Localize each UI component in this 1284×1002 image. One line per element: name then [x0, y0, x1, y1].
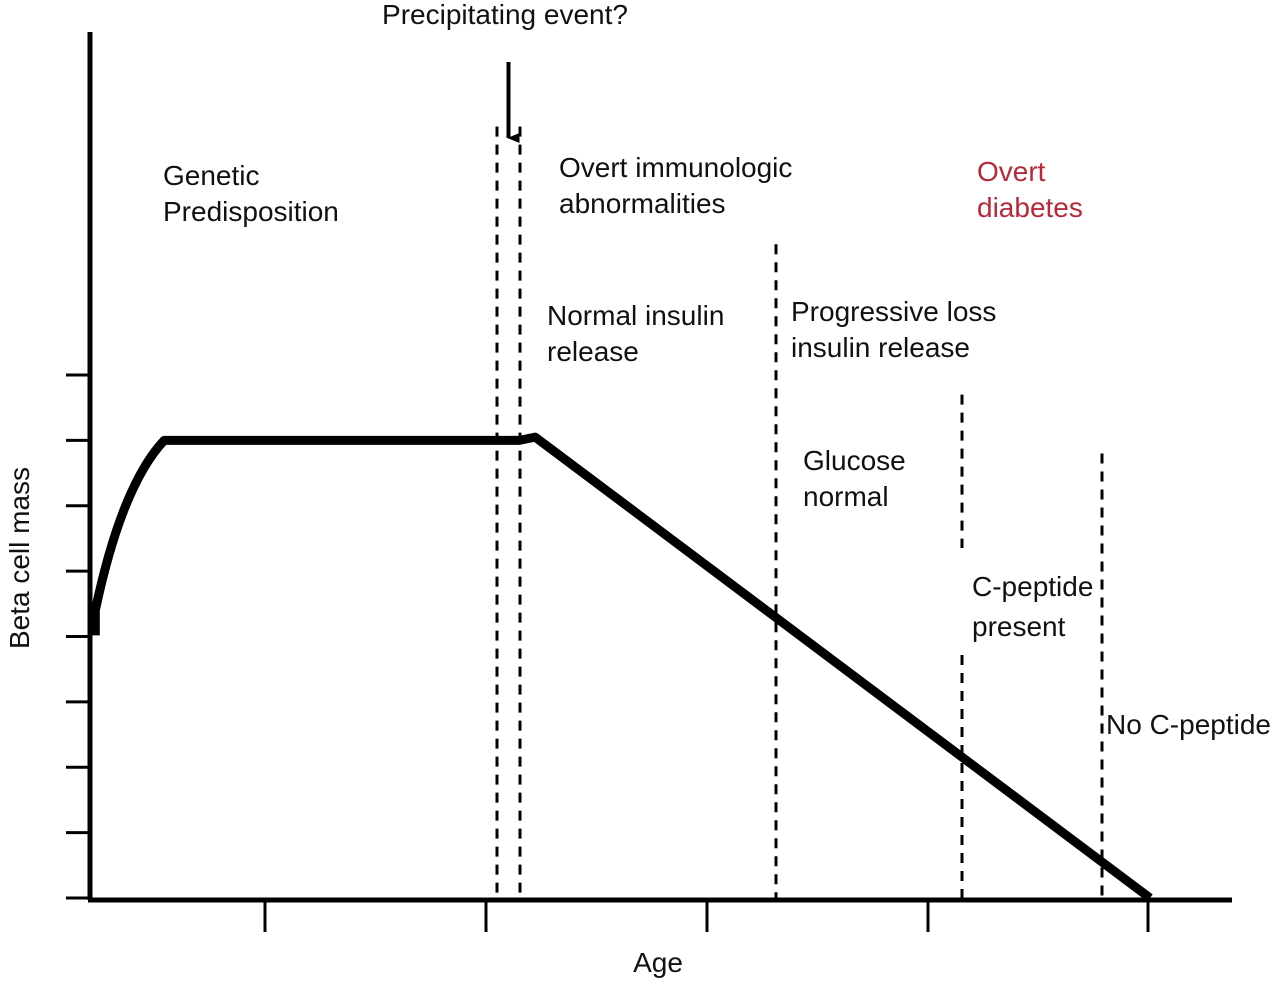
beta-cell-mass-series-line [90, 432, 1153, 902]
phase-dividers [495, 126, 1104, 898]
annotation-no-c-peptide: No C-peptide [1106, 709, 1271, 740]
annotation-normal-insulin: Normal insulin release [547, 300, 732, 367]
series-lines [90, 432, 1153, 902]
precipitating-event-label: Precipitating event? [382, 0, 628, 30]
annotation-overt-diabetes: Overt diabetes [977, 156, 1083, 223]
annotation-c-peptide-present: C-peptide present [972, 571, 1101, 642]
x-axis-label: Age [633, 947, 683, 978]
annotation-overt-immunologic: Overt immunologic abnormalities [559, 152, 800, 219]
y-axis-ticks [66, 373, 90, 900]
x-axis-ticks [263, 900, 1150, 932]
annotation-glucose-normal: Glucose normal [803, 445, 914, 512]
annotation-progressive-loss: Progressive loss insulin release [791, 296, 1004, 363]
annotation-genetic-predisposition: Genetic Predisposition [163, 160, 339, 227]
y-axis-label: Beta cell mass [4, 467, 35, 649]
